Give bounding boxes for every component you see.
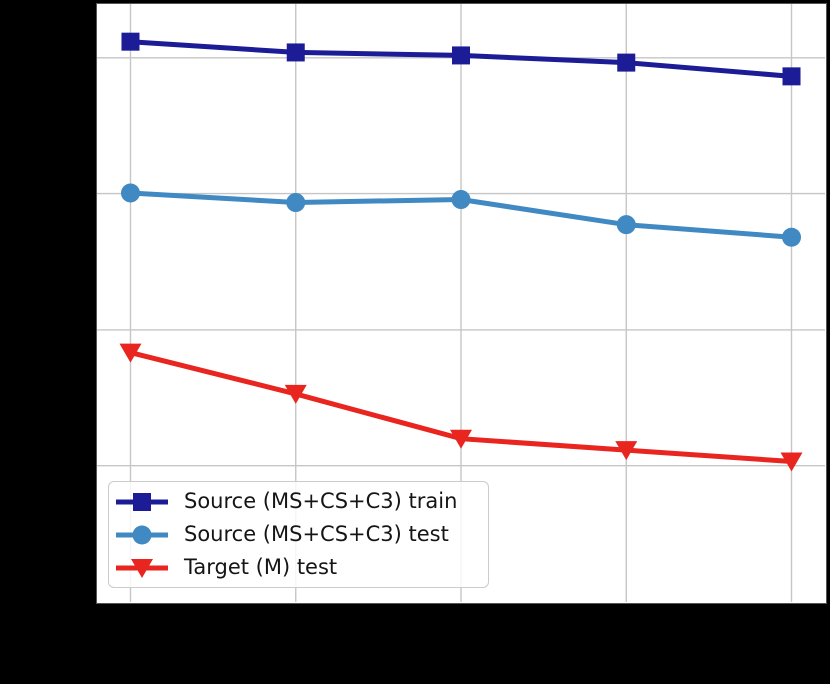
series-0 (121, 32, 801, 86)
triangle-down-marker-icon (119, 343, 142, 363)
square-marker-icon (121, 32, 140, 51)
square-marker-icon (452, 46, 470, 65)
legend-line-square-icon (116, 492, 168, 511)
legend: Source (MS+CS+C3) train Source (MS+CS+C3… (108, 481, 489, 588)
square-marker-icon (617, 53, 636, 72)
triangle-down-marker-icon (131, 558, 153, 578)
legend-item: Source (MS+CS+C3) train (116, 485, 488, 518)
square-marker-icon (133, 492, 151, 511)
legend-item: Target (M) test (116, 551, 488, 584)
triangle-down-marker-icon (780, 452, 803, 472)
series-1 (120, 183, 802, 247)
legend-label: Source (MS+CS+C3) test (184, 522, 449, 546)
legend-line-triangle-icon (116, 558, 168, 578)
triangle-down-marker-icon (450, 429, 472, 449)
circle-marker-icon (132, 525, 152, 544)
plot-area: Source (MS+CS+C3) train Source (MS+CS+C3… (96, 3, 827, 604)
legend-line-circle-icon (116, 525, 168, 544)
circle-marker-icon (120, 183, 140, 203)
legend-label: Target (M) test (184, 555, 338, 579)
square-marker-icon (286, 43, 305, 62)
circle-marker-icon (451, 190, 471, 210)
circle-marker-icon (782, 227, 802, 247)
triangle-down-marker-icon (284, 384, 307, 404)
series-2 (119, 343, 803, 472)
chart-plot (97, 4, 825, 602)
legend-label: Source (MS+CS+C3) train (184, 489, 458, 513)
triangle-down-marker-icon (615, 441, 638, 461)
circle-marker-icon (616, 215, 636, 235)
legend-item: Source (MS+CS+C3) test (116, 518, 488, 551)
square-marker-icon (782, 67, 801, 86)
circle-marker-icon (286, 193, 306, 213)
